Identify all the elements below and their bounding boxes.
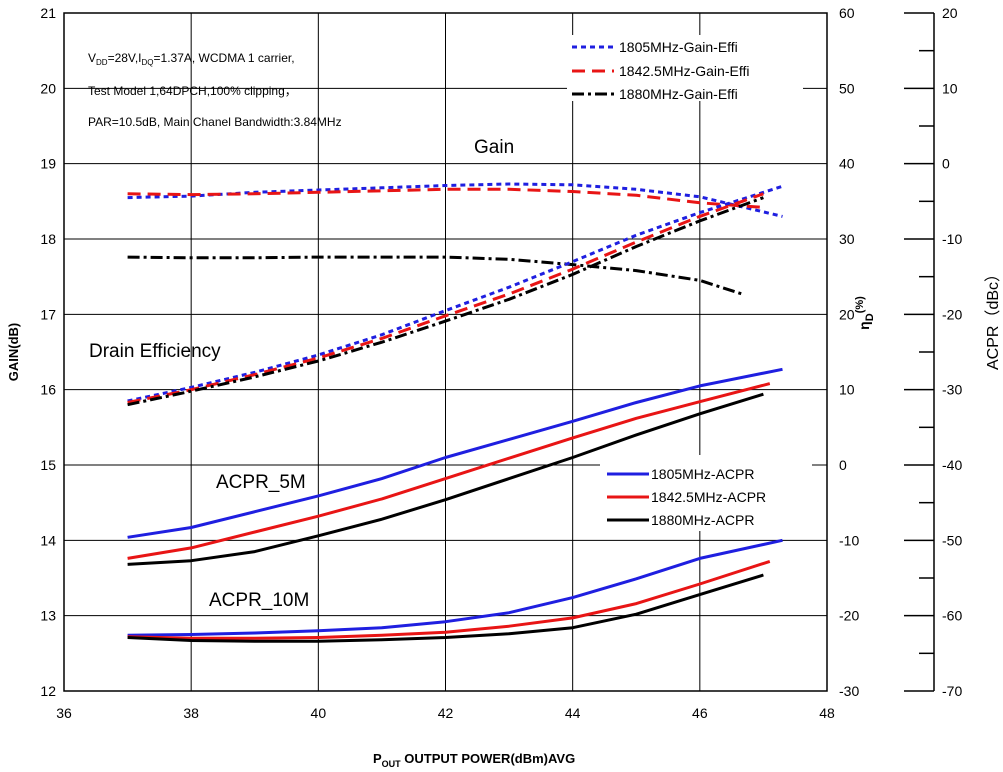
x-tick-label: 40 bbox=[311, 705, 327, 721]
series-line-4 bbox=[127, 192, 764, 404]
grid bbox=[64, 13, 827, 691]
conditions-line-3: PAR=10.5dB, Main Chanel Bandwidth:3.84MH… bbox=[88, 115, 342, 129]
y-left-tick-label: 21 bbox=[40, 5, 56, 21]
y-left-tick-label: 14 bbox=[40, 532, 56, 548]
series-line-7 bbox=[127, 382, 771, 560]
series-line-8 bbox=[127, 392, 764, 566]
x-tick-label: 38 bbox=[183, 705, 199, 721]
y-right-tick-label: 0 bbox=[942, 156, 950, 172]
series-line-6 bbox=[127, 367, 783, 539]
y-axis-left-title: GAIN(dB) bbox=[6, 323, 21, 382]
y-right-tick-label: 20 bbox=[942, 5, 958, 21]
tick-labels: 36 38 40 42 44 46 48 12 13 14 15 16 17 18 19 20 21 -30 -20… bbox=[40, 5, 962, 721]
legend-label-1842-acpr: 1842.5MHz-ACPR bbox=[651, 489, 766, 505]
y-mid-tick-label: 10 bbox=[839, 382, 855, 398]
annotation-acpr-10m: ACPR_10M bbox=[209, 590, 309, 611]
series-line-2 bbox=[127, 255, 745, 297]
series-group bbox=[127, 182, 783, 643]
x-axis-title: POUT OUTPUT POWER(dBm)AVG bbox=[373, 751, 575, 769]
legend-acpr: 1805MHz-ACPR 1842.5MHz-ACPR 1880MHz-ACPR bbox=[600, 455, 812, 531]
conditions-line-2: Test Model 1,64DPCH,100% clipping， bbox=[88, 84, 297, 98]
legend-label-1842-gain: 1842.5MHz-Gain-Effi bbox=[619, 63, 749, 79]
legend-label-1805-gain: 1805MHz-Gain-Effi bbox=[619, 39, 738, 55]
y-mid-tick-label: 40 bbox=[839, 156, 855, 172]
x-tick-label: 48 bbox=[819, 705, 835, 721]
y-left-tick-label: 12 bbox=[40, 683, 56, 699]
x-tick-label: 44 bbox=[565, 705, 581, 721]
annotation-acpr-5m: ACPR_5M bbox=[216, 472, 306, 493]
y-left-tick-label: 20 bbox=[40, 80, 56, 96]
x-tick-label: 42 bbox=[438, 705, 454, 721]
y-right-tick-label: -10 bbox=[942, 231, 962, 247]
y-left-tick-label: 15 bbox=[40, 457, 56, 473]
series-line-9 bbox=[127, 538, 783, 637]
y-mid-tick-label: -30 bbox=[839, 683, 859, 699]
y-right-tick-label: -40 bbox=[942, 457, 962, 473]
series-line-5 bbox=[127, 196, 764, 407]
tick-marks bbox=[904, 12, 934, 692]
y-mid-tick-label: -20 bbox=[839, 608, 859, 624]
series-line-1 bbox=[127, 187, 764, 209]
y-right-tick-label: -30 bbox=[942, 382, 962, 398]
y-mid-tick-label: 30 bbox=[839, 231, 855, 247]
y-axis-right-title: ACPR（dBc） bbox=[984, 266, 1002, 370]
y-left-tick-label: 16 bbox=[40, 382, 56, 398]
series-line-10 bbox=[127, 559, 771, 640]
y-left-tick-label: 18 bbox=[40, 231, 56, 247]
annotation-drain-efficiency: Drain Efficiency bbox=[89, 341, 221, 362]
y-right-tick-label: 10 bbox=[942, 80, 958, 96]
y-left-tick-label: 13 bbox=[40, 608, 56, 624]
y-left-tick-label: 19 bbox=[40, 156, 56, 172]
legend-label-1880-gain: 1880MHz-Gain-Effi bbox=[619, 86, 738, 102]
y-right-tick-label: -70 bbox=[942, 683, 962, 699]
series-line-3 bbox=[127, 184, 783, 403]
legend-label-1805-acpr: 1805MHz-ACPR bbox=[651, 466, 754, 482]
y-right-tick-label: -20 bbox=[942, 306, 962, 322]
y-mid-tick-label: 20 bbox=[839, 306, 855, 322]
legend-gain-effi: 1805MHz-Gain-Effi 1842.5MHz-Gain-Effi 18… bbox=[567, 35, 803, 102]
y-mid-tick-label: 0 bbox=[839, 457, 847, 473]
y-right-tick-label: -60 bbox=[942, 608, 962, 624]
series-line-11 bbox=[127, 573, 764, 643]
x-tick-label: 46 bbox=[692, 705, 708, 721]
x-tick-label: 36 bbox=[56, 705, 72, 721]
y-left-tick-label: 17 bbox=[40, 306, 56, 322]
conditions-text: VDD=28V,IDQ=1.37A, WCDMA 1 carrier, Test… bbox=[88, 51, 342, 129]
y-mid-tick-label: 50 bbox=[839, 80, 855, 96]
series-line-0 bbox=[127, 182, 783, 218]
y-mid-tick-label: -10 bbox=[839, 532, 859, 548]
y-right-tick-label: -50 bbox=[942, 532, 962, 548]
y-mid-tick-label: 60 bbox=[839, 5, 855, 21]
annotation-gain: Gain bbox=[474, 137, 514, 158]
legend-label-1880-acpr: 1880MHz-ACPR bbox=[651, 512, 754, 528]
conditions-line-1: VDD=28V,IDQ=1.37A, WCDMA 1 carrier, bbox=[88, 51, 295, 67]
y-axis-mid-title: ηD(%) bbox=[854, 296, 876, 330]
